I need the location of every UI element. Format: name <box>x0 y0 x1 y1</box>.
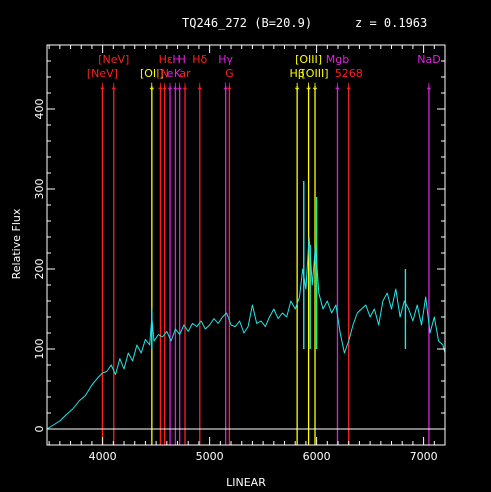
y-tick-label: 100 <box>33 339 46 360</box>
line-marker-arrow: ↓ <box>160 82 168 93</box>
line-marker-label: Mgb <box>326 53 349 66</box>
line-marker-label: [OIII] <box>302 67 329 80</box>
line-labels: ↓[NeV]↓[NeV]↓[OII]↓↓↓↓↓↓ ↓Hδ↓Hγ↓G↓Hβ↓[OII… <box>87 53 441 93</box>
line-marker-arrow: ↓ <box>304 82 312 93</box>
line-markers <box>101 86 430 445</box>
line-marker-arrow: ↓ <box>148 82 156 93</box>
line-marker-label: [OII] <box>140 67 164 80</box>
y-tick-label: 200 <box>33 259 46 280</box>
line-marker-label: [NeV] <box>98 53 129 66</box>
line-marker-label: K <box>174 67 182 80</box>
x-tick-label: 7000 <box>410 450 438 463</box>
line-marker-label: Hβ <box>289 67 304 80</box>
line-marker-arrow: ↓ <box>333 82 341 93</box>
line-marker-label: Hε <box>159 53 173 66</box>
line-marker-label: Hδ <box>192 53 207 66</box>
line-marker-arrow: ↓ <box>175 82 183 93</box>
plot-frame <box>46 44 446 446</box>
x-axis-label: LINEAR <box>226 476 266 489</box>
line-marker-label: H <box>178 53 186 66</box>
line-marker-label: e <box>167 67 174 80</box>
y-tick-label: 0 <box>33 426 46 433</box>
line-marker-label: [OIII] <box>295 53 322 66</box>
x-tick-label: 6000 <box>303 450 331 463</box>
y-tick-label: 300 <box>33 179 46 200</box>
line-marker-arrow: ↓ <box>156 82 164 93</box>
line-marker-label: ar <box>179 67 191 80</box>
line-marker-arrow: ↓ <box>221 82 229 93</box>
line-marker-arrow: ↓ <box>311 82 319 93</box>
y-tick-label: 400 <box>33 99 46 120</box>
line-marker-label: [N <box>156 67 169 80</box>
x-tick-label: 5000 <box>196 450 224 463</box>
redshift-label: z = 0.1963 <box>355 16 427 30</box>
line-marker-arrow: ↓ <box>225 82 233 93</box>
line-marker-label: NaD <box>417 53 440 66</box>
line-marker-label: Hγ <box>218 53 233 66</box>
axis-ticks: 4000 5000 6000 7000 0 100 200 300 400 <box>33 45 446 463</box>
object-title: TQ246_272 (B=20.9) <box>182 16 312 30</box>
line-marker-arrow: ↓ <box>425 82 433 93</box>
x-tick-label: 4000 <box>89 450 117 463</box>
line-marker-arrow: ↓ <box>181 82 189 93</box>
line-marker-label: [NeV] <box>87 67 118 80</box>
emission-spikes <box>151 181 407 349</box>
y-axis-label: Relative Flux <box>10 208 23 279</box>
line-marker-arrow: ↓ <box>166 82 174 93</box>
line-marker-label: 5268 <box>335 67 363 80</box>
line-marker-arrow: ↓ <box>171 82 179 93</box>
line-marker-arrow: ↓ <box>345 82 353 93</box>
line-marker-arrow: ↓ <box>293 82 301 93</box>
line-marker-label: G <box>225 67 234 80</box>
line-marker-arrow: ↓ <box>196 82 204 93</box>
line-marker-label: H <box>172 53 180 66</box>
spectrum-series <box>46 236 446 430</box>
line-marker-arrow: ↓ <box>110 82 118 93</box>
line-marker-arrow: ↓ <box>98 82 106 93</box>
spectrum-line <box>46 236 446 430</box>
